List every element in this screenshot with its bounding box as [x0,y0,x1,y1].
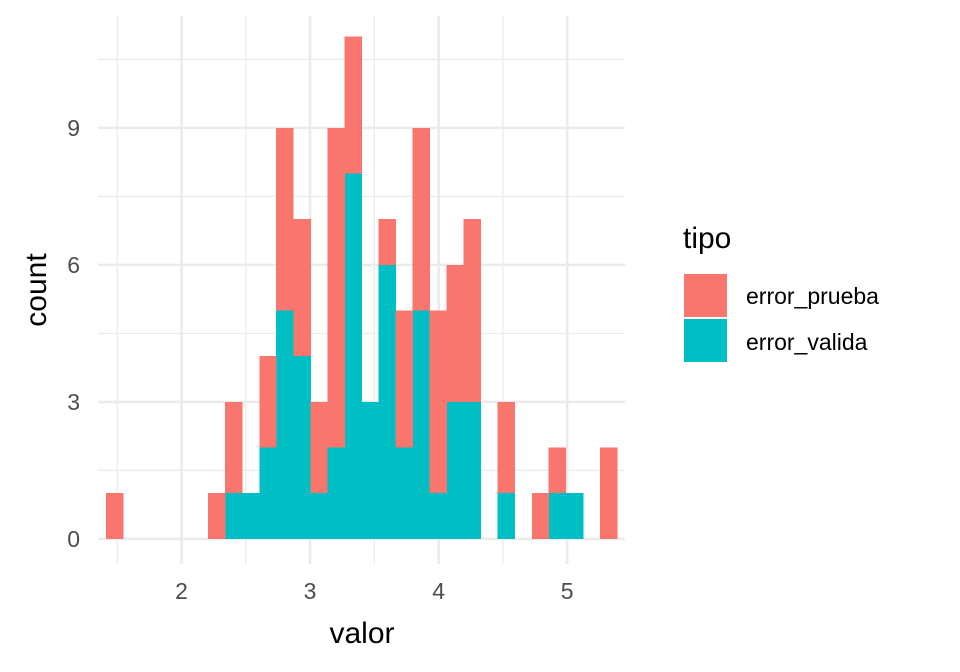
bar-error-valida [225,493,243,539]
bar-error-prueba [344,36,362,174]
bar-error-prueba [293,219,311,357]
x-tick-label: 5 [561,578,574,604]
bar-error-valida [276,310,294,539]
bar-error-prueba [395,310,413,448]
y-tick-label: 3 [67,389,80,415]
bar-error-prueba [276,127,294,311]
bar-error-valida [293,356,311,539]
bar-error-prueba [446,264,464,402]
bar-error-valida [344,173,362,539]
bar-error-prueba [497,401,516,494]
bar-error-prueba [599,447,618,539]
bar-error-valida [242,493,260,539]
bar-error-prueba [531,493,550,539]
bar-error-valida [310,493,328,539]
bar-error-prueba [208,493,226,539]
y-tick-label: 9 [67,115,80,141]
legend-key-error-prueba [684,274,727,317]
x-axis-tick-labels: 2 3 4 5 [175,578,573,604]
bar-error-prueba [548,447,567,494]
bar-error-prueba [429,310,448,494]
x-axis-title: valor [329,617,394,650]
bar-error-prueba [105,493,124,539]
legend-label-error-prueba: error_prueba [746,283,879,309]
bar-error-prueba [327,127,345,448]
bar-error-prueba [259,356,277,448]
bar-error-prueba [378,219,396,265]
y-axis-title: count [20,253,53,327]
bar-error-valida [378,264,396,539]
bar-error-valida [395,447,413,539]
legend: tipo error_prueba error_valida [683,222,879,362]
y-axis-tick-labels: 0 3 6 9 [67,115,80,552]
x-tick-label: 2 [175,578,188,604]
bar-error-valida [259,447,277,539]
legend-key-error-valida [684,319,727,362]
bar-error-valida [446,401,464,539]
bar-error-prueba [412,127,430,311]
bar-error-valida [497,493,516,539]
bar-error-prueba [225,401,243,494]
bar-error-valida [463,401,482,539]
histogram-bars [105,36,618,539]
bar-error-valida [327,447,345,539]
bar-error-valida [548,493,567,539]
bar-error-prueba [310,401,328,494]
x-tick-label: 4 [432,578,445,604]
bar-error-valida [429,493,448,539]
bar-error-valida [361,401,379,539]
legend-label-error-valida: error_valida [746,329,868,355]
x-tick-label: 3 [304,578,317,604]
bar-error-valida [412,310,430,539]
bar-error-valida [565,493,584,539]
y-tick-label: 0 [67,526,80,552]
y-tick-label: 6 [67,252,80,278]
legend-title: tipo [683,222,731,255]
bar-error-prueba [463,219,482,402]
